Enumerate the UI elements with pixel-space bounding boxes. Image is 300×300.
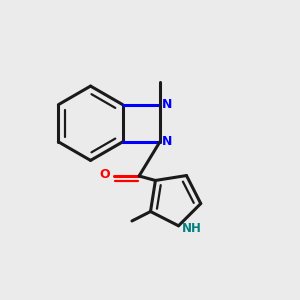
Text: N: N xyxy=(162,135,172,148)
Text: N: N xyxy=(162,98,172,111)
Text: NH: NH xyxy=(182,222,202,235)
Text: O: O xyxy=(100,168,110,181)
